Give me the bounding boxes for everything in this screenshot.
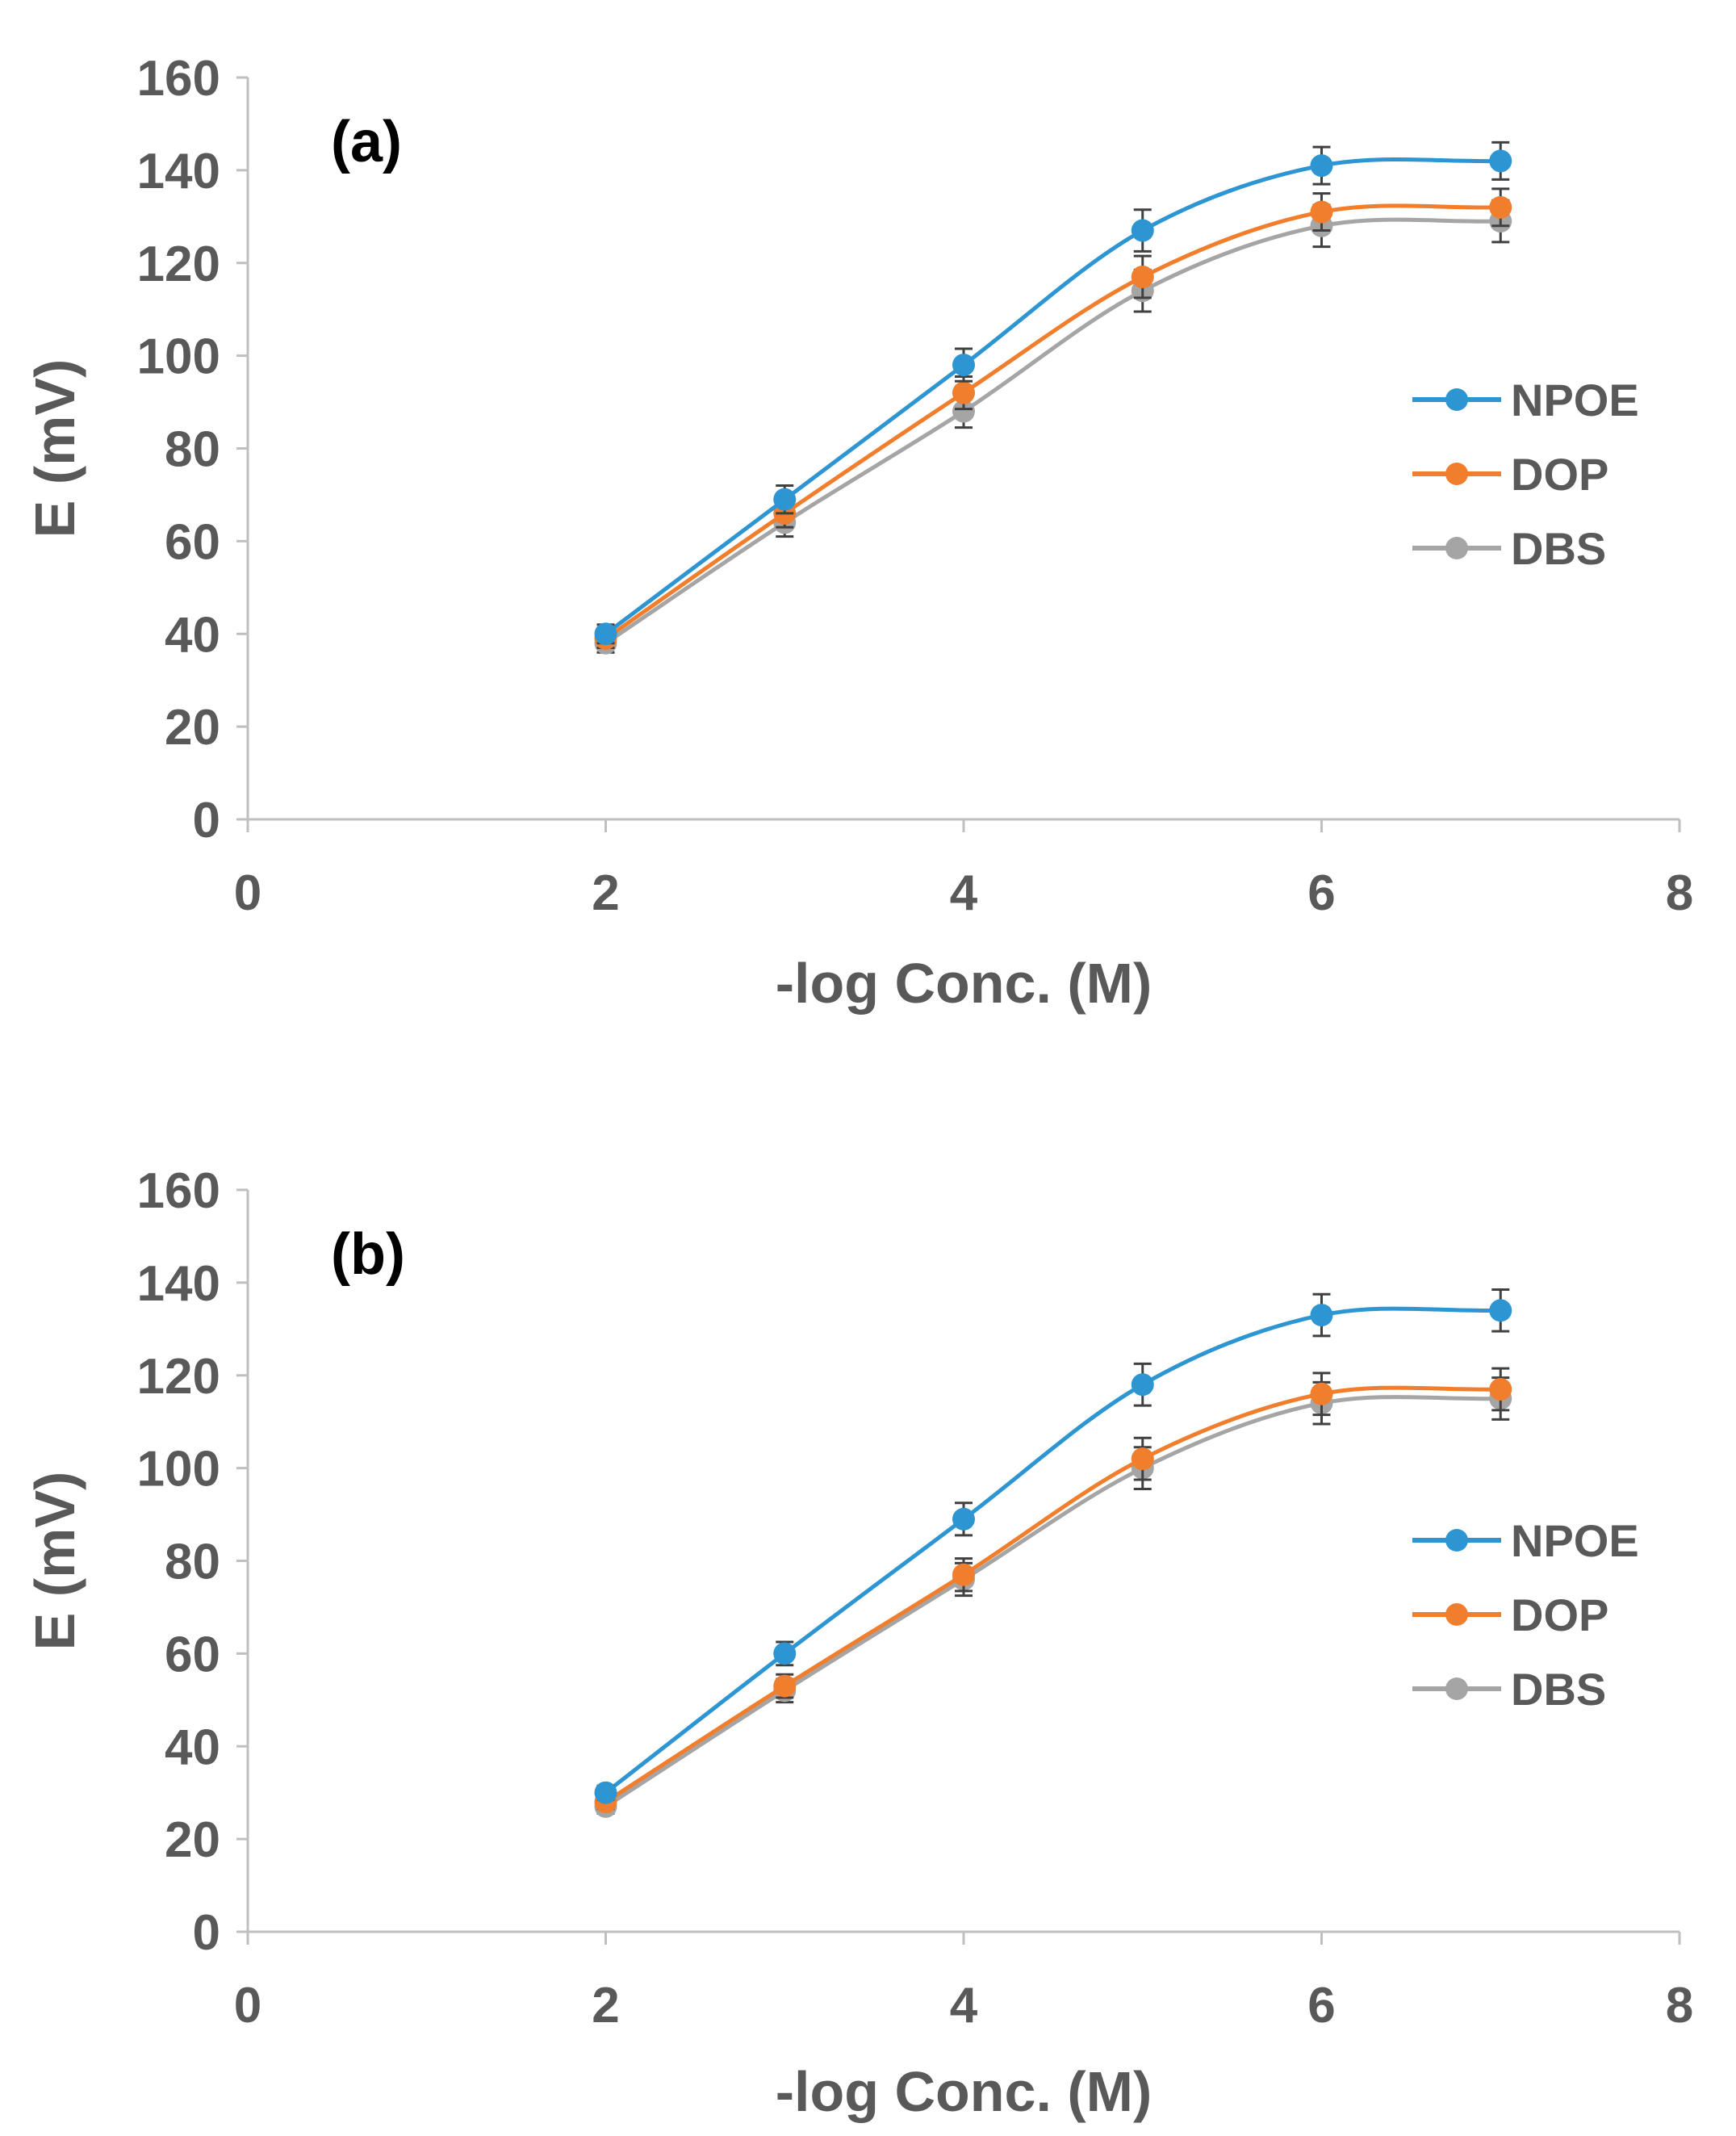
data-point xyxy=(1489,195,1512,219)
legend-marker xyxy=(1445,537,1468,559)
legend-label: DBS xyxy=(1511,523,1606,574)
legend-label: NPOE xyxy=(1511,375,1639,425)
series-line xyxy=(604,157,1501,636)
x-tick-label: 0 xyxy=(234,1978,261,2033)
data-point xyxy=(594,622,617,646)
data-point xyxy=(1489,1377,1512,1401)
y-axis-title: E (mV) xyxy=(23,359,86,538)
data-point xyxy=(773,488,797,511)
panel-label: (a) xyxy=(331,110,402,174)
x-tick-label: 8 xyxy=(1666,865,1693,921)
data-point xyxy=(594,1781,617,1804)
data-point xyxy=(952,1563,975,1586)
data-point xyxy=(1131,1447,1154,1471)
y-tick-label: 60 xyxy=(165,514,220,570)
data-point xyxy=(952,381,975,404)
y-tick-label: 60 xyxy=(165,1627,220,1682)
series-dop xyxy=(594,187,1512,650)
data-point xyxy=(1489,149,1512,173)
series-dbs xyxy=(594,199,1512,655)
x-tick-label: 0 xyxy=(234,865,261,921)
x-tick-label: 2 xyxy=(592,1978,619,2033)
data-point xyxy=(1131,265,1154,288)
data-point xyxy=(1489,1299,1512,1322)
series-line xyxy=(604,217,1501,645)
x-tick-label: 4 xyxy=(950,865,978,921)
x-tick-label: 6 xyxy=(1307,865,1335,921)
y-tick-label: 160 xyxy=(137,51,220,107)
data-point xyxy=(952,400,975,423)
x-axis-title: -log Conc. (M) xyxy=(776,952,1152,1015)
y-tick-label: 140 xyxy=(137,1256,220,1312)
y-tick-label: 140 xyxy=(137,144,220,199)
y-tick-label: 100 xyxy=(137,329,220,385)
data-point xyxy=(1310,200,1333,224)
y-tick-label: 0 xyxy=(193,1905,220,1961)
x-tick-label: 6 xyxy=(1307,1978,1335,2033)
legend-label: NPOE xyxy=(1511,1515,1639,1566)
x-axis-title: -log Conc. (M) xyxy=(776,2060,1152,2123)
legend-label: DBS xyxy=(1511,1664,1606,1715)
y-tick-label: 100 xyxy=(137,1442,220,1497)
legend-marker xyxy=(1445,1529,1468,1552)
legend-marker xyxy=(1445,388,1468,411)
legend-marker xyxy=(1445,1677,1468,1700)
y-tick-label: 0 xyxy=(193,793,220,848)
y-tick-label: 120 xyxy=(137,237,220,292)
y-tick-label: 20 xyxy=(165,1812,220,1868)
legend: NPOE DOP DBS xyxy=(1412,375,1639,574)
series-dbs xyxy=(594,1376,1512,1818)
data-point xyxy=(1310,1382,1333,1405)
y-tick-label: 20 xyxy=(165,700,220,756)
x-tick-label: 8 xyxy=(1666,1978,1693,2033)
y-tick-label: 80 xyxy=(165,1535,220,1590)
y-tick-label: 120 xyxy=(137,1349,220,1405)
legend-label: DOP xyxy=(1511,1589,1608,1640)
y-axis-title: E (mV) xyxy=(23,1472,86,1651)
chart-panel-b: 0 20 40 60 80 100 120 140 160 0 2 4 6 8 -log Conc. (M)… xyxy=(23,1163,1693,2123)
y-tick-label: 80 xyxy=(165,422,220,478)
data-point xyxy=(1310,154,1333,178)
x-tick-label: 2 xyxy=(592,865,619,921)
series-line xyxy=(604,1395,1501,1808)
legend-marker xyxy=(1445,463,1468,485)
series-npoe xyxy=(594,1288,1512,1804)
data-point xyxy=(1310,1304,1333,1327)
legend-marker xyxy=(1445,1603,1468,1626)
data-point xyxy=(1131,1373,1154,1397)
y-tick-label: 160 xyxy=(137,1163,220,1219)
data-point xyxy=(952,354,975,377)
data-point xyxy=(773,1674,797,1698)
data-point xyxy=(1131,219,1154,242)
panel-label: (b) xyxy=(331,1222,405,1287)
legend: NPOE DOP DBS xyxy=(1412,1515,1639,1715)
x-tick-label: 4 xyxy=(950,1978,978,2033)
series-dop xyxy=(594,1367,1512,1814)
data-point xyxy=(952,1507,975,1531)
chart-panel-a: 0 20 40 60 80 100 120 140 160 0 2 4 6 8 -log Conc. (M)… xyxy=(23,51,1693,1015)
series-line xyxy=(604,203,1501,641)
y-tick-label: 40 xyxy=(165,1719,220,1775)
data-point xyxy=(773,1642,797,1665)
y-tick-label: 40 xyxy=(165,607,220,663)
series-npoe xyxy=(594,140,1512,646)
legend-label: DOP xyxy=(1511,449,1608,500)
